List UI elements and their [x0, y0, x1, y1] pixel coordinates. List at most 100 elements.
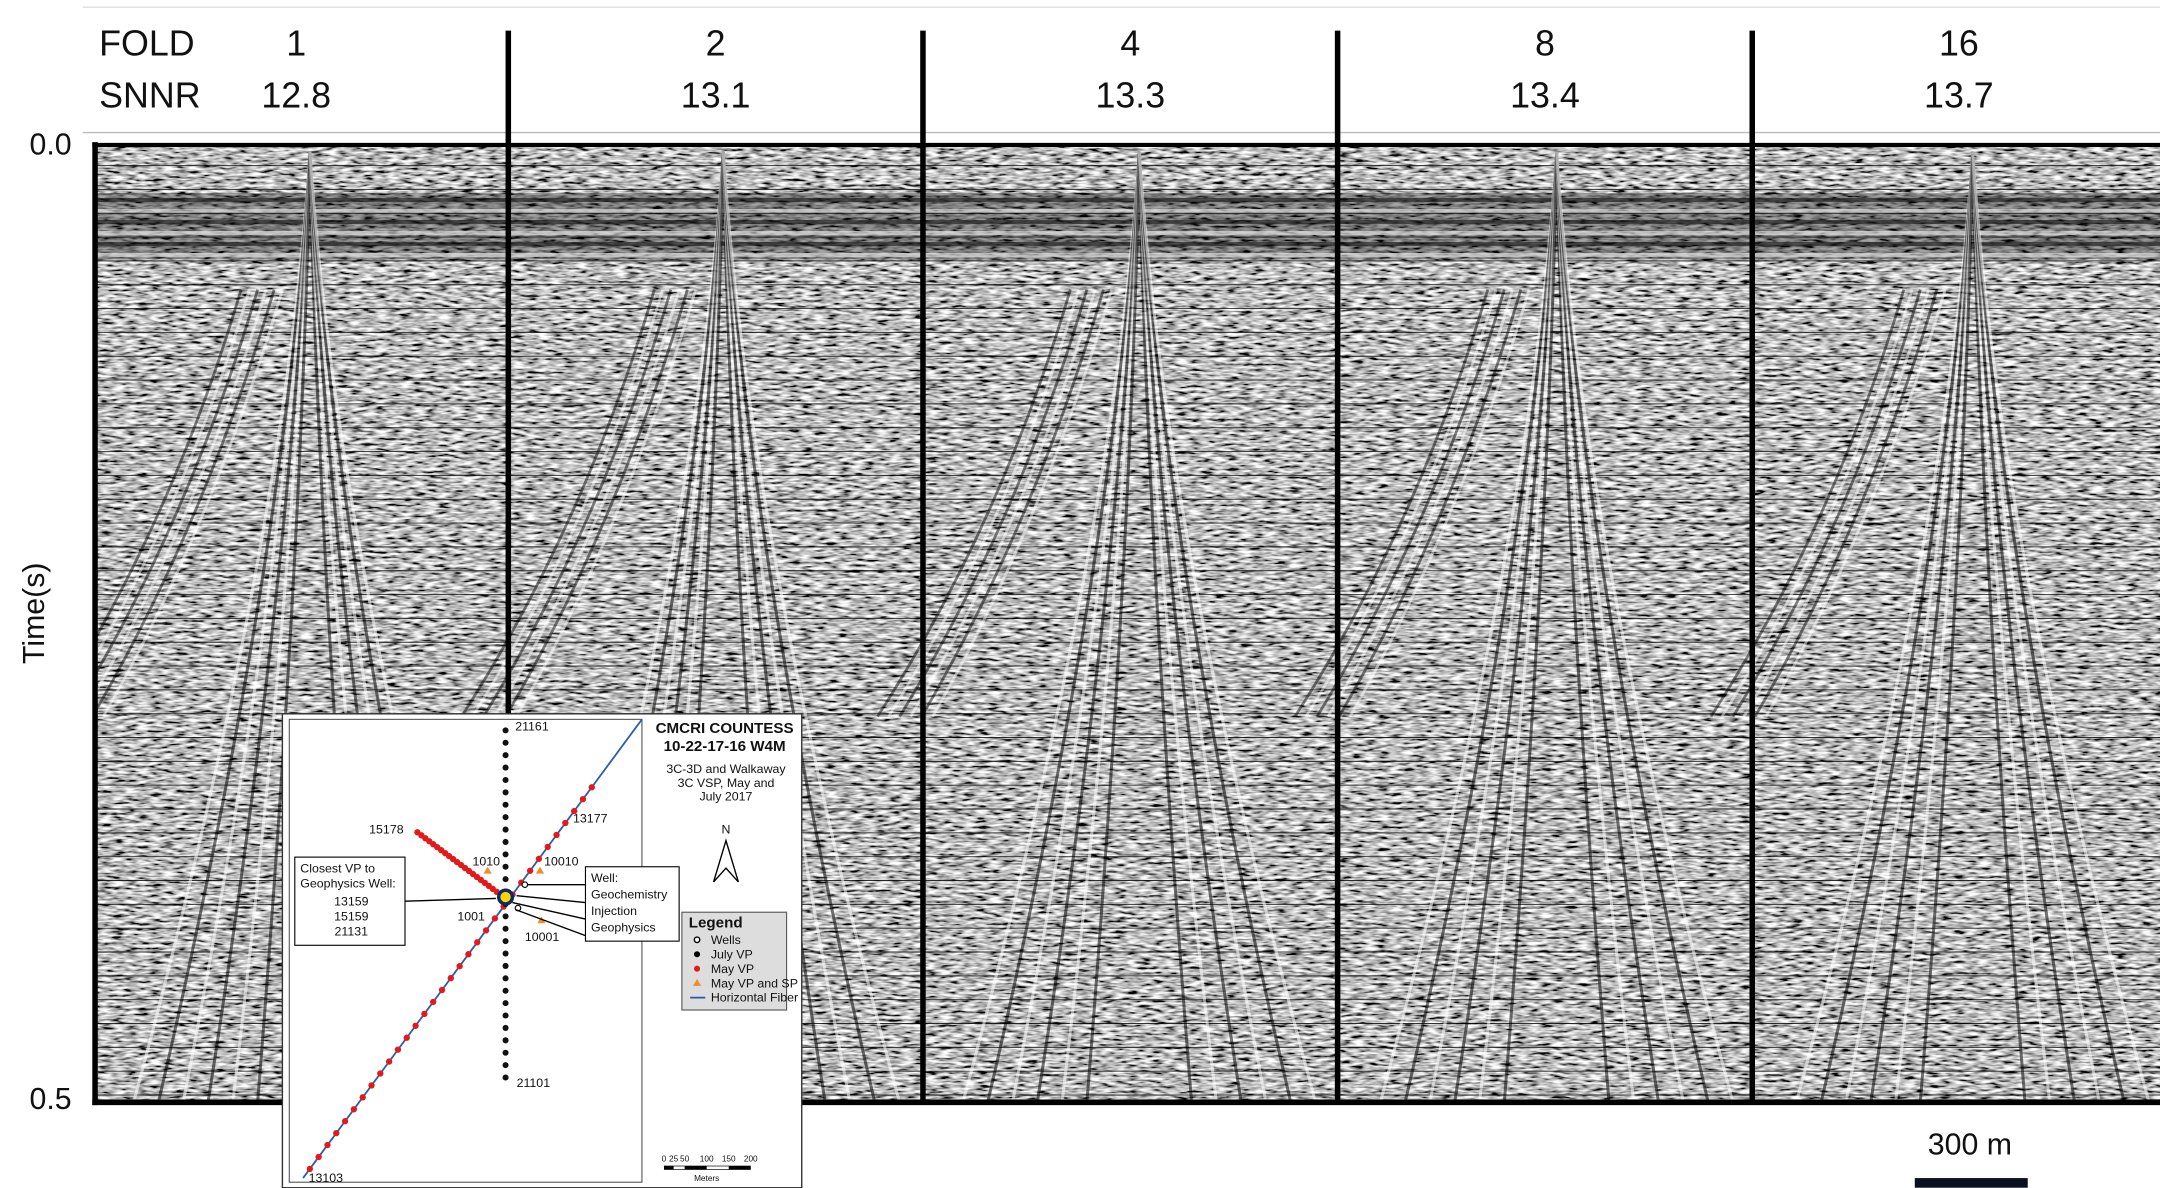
- vp-label: 21161: [515, 719, 549, 733]
- inset-subtitle: July 2017: [699, 790, 752, 804]
- july-vp: [503, 752, 509, 758]
- may-vp: [395, 1046, 401, 1052]
- july-vp: [503, 864, 509, 870]
- july-vp: [503, 938, 509, 944]
- may-vp: [404, 1035, 410, 1041]
- vp-label: 13177: [573, 812, 608, 826]
- may-vp: [315, 1154, 321, 1160]
- may-vp: [430, 999, 436, 1005]
- vp-label: 15178: [369, 823, 404, 837]
- snnr-value: 13.1: [681, 76, 751, 116]
- map-scale-label: 50: [680, 1155, 690, 1164]
- may-vp: [439, 987, 445, 993]
- july-vp: [503, 975, 509, 981]
- july-vp: [503, 1000, 509, 1006]
- vp-label: 10010: [544, 854, 579, 868]
- well: [499, 890, 513, 904]
- callout-text: Geochemistry: [591, 887, 668, 901]
- may-vp: [360, 1094, 366, 1100]
- may-vp: [553, 832, 559, 838]
- fold-value: 16: [1939, 23, 1979, 63]
- well: [522, 882, 528, 888]
- vp-label: 1001: [457, 909, 485, 923]
- legend-symbol: [694, 966, 700, 972]
- legend-item: Wells: [711, 933, 741, 947]
- legend-item: May VP: [711, 962, 754, 976]
- july-vp: [503, 1062, 509, 1068]
- map-scale-label: 150: [722, 1155, 736, 1164]
- may-vp: [448, 975, 454, 981]
- may-vp: [377, 1070, 383, 1076]
- y-tick-label: 0.5: [30, 1083, 72, 1116]
- july-vp: [503, 839, 509, 845]
- map-scale-seg: [707, 1166, 729, 1169]
- snnr-value: 13.4: [1510, 76, 1580, 116]
- july-vp: [503, 814, 509, 820]
- snnr-value: 13.7: [1924, 76, 1994, 116]
- map-scale-label: 200: [744, 1155, 758, 1164]
- map-scale-label: 0: [662, 1155, 667, 1164]
- page: Seismic fold comparison html,body{margin…: [0, 0, 2160, 1188]
- vp-label: 21101: [517, 1076, 551, 1090]
- inset-location: 10-22-17-16 W4M: [664, 738, 786, 755]
- july-vp: [503, 802, 509, 808]
- may-vp: [333, 1130, 339, 1136]
- july-vp: [503, 1013, 509, 1019]
- july-vp: [503, 789, 509, 795]
- fold-label: FOLD: [99, 23, 194, 63]
- july-vp: [503, 727, 509, 733]
- snnr-value: 13.3: [1095, 76, 1165, 116]
- july-vp: [503, 1050, 509, 1056]
- may-vp: [483, 927, 489, 933]
- callout-text: Geophysics: [591, 921, 656, 935]
- callout-text: Injection: [591, 904, 637, 918]
- may-vp: [474, 939, 480, 945]
- may-vp: [386, 1058, 392, 1064]
- may-vp: [368, 1082, 374, 1088]
- map-scale-seg: [674, 1166, 685, 1169]
- may-vp: [589, 784, 595, 790]
- band: [96, 193, 2160, 259]
- july-vp: [503, 876, 509, 882]
- figure: FOLD SNNR 0.0 0.5 Time(s) 300 m 112.8213…: [0, 0, 2160, 1188]
- may-vp: [456, 963, 462, 969]
- y-axis-title: Time(s): [18, 563, 51, 665]
- vp-label: 1010: [473, 854, 501, 868]
- july-vp: [503, 851, 509, 857]
- july-vp: [503, 765, 509, 771]
- map-scale-label: 100: [700, 1155, 714, 1164]
- may-vp: [580, 796, 586, 802]
- fold-value: 1: [286, 23, 306, 63]
- may-vp: [324, 1142, 330, 1148]
- legend-title: Legend: [689, 914, 743, 931]
- callout-text: Well:: [591, 871, 618, 885]
- may-vp: [351, 1106, 357, 1112]
- snnr-label: SNNR: [99, 76, 200, 116]
- may-vp: [342, 1118, 348, 1124]
- may-vp: [465, 951, 471, 957]
- july-vp: [503, 827, 509, 833]
- body: {"header":{"fold_label":"FOLD","snnr_lab…: [0, 0, 2160, 1188]
- fold-value: 4: [1120, 23, 1140, 63]
- callout-text: 13159: [334, 894, 369, 908]
- legend-item: Horizontal Fiber: [711, 991, 798, 1005]
- july-vp: [503, 913, 509, 919]
- may-vp: [421, 1011, 427, 1017]
- july-vp: [503, 1037, 509, 1043]
- may-vp: [412, 1023, 418, 1029]
- may-vp: [545, 844, 551, 850]
- fold-value: 8: [1535, 23, 1555, 63]
- callout-text: 15159: [334, 909, 369, 923]
- july-vp: [503, 988, 509, 994]
- snnr-value: 12.8: [261, 76, 331, 116]
- legend-item: July VP: [711, 947, 753, 961]
- map-scale-label: 25: [669, 1155, 679, 1164]
- callout-text: Closest VP to: [300, 861, 375, 875]
- y-tick-label: 0.0: [30, 129, 72, 162]
- fold-value: 2: [706, 23, 726, 63]
- legend-symbol: [694, 951, 700, 957]
- may-vp: [492, 915, 498, 921]
- legend-symbol: [694, 937, 700, 943]
- callout-text: Geophysics Well:: [300, 876, 395, 890]
